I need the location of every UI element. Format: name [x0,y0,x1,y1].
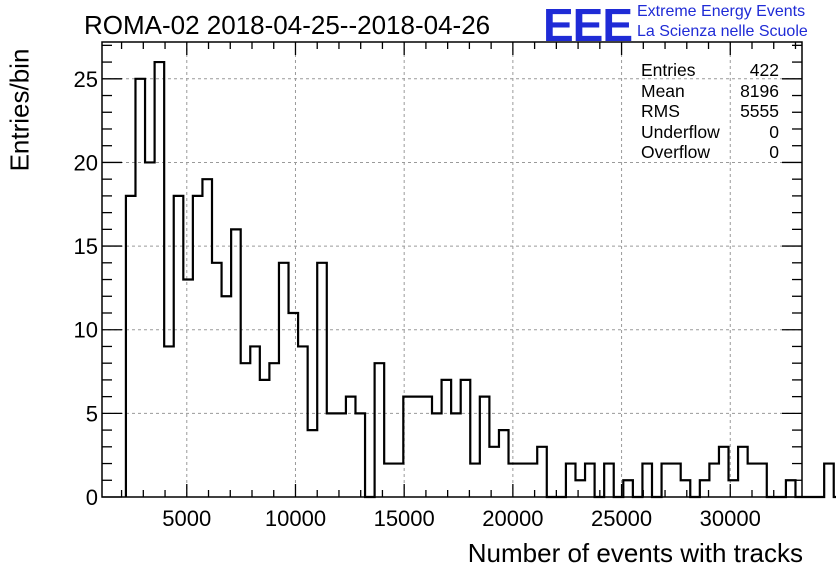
y-tick-label: 10 [74,318,98,343]
stat-rms-label: RMS [641,101,680,122]
y-tick-label: 0 [86,485,98,510]
y-tick-label: 5 [86,401,98,426]
stat-rms-value: 5555 [740,101,779,122]
stat-underflow: Underflow 0 [641,122,779,143]
x-tick-label: 20000 [482,506,543,531]
x-tick-label: 15000 [374,506,435,531]
eee-logo: EEE [543,0,633,51]
x-axis-label: Number of events with tracks [467,538,803,568]
y-axis-label: Entries/bin [4,48,35,172]
stat-underflow-value: 0 [769,121,779,142]
logo-line-2: La Scienza nelle Scuole [637,23,808,40]
stat-overflow: Overflow 0 [641,142,779,163]
stat-entries: Entries 422 [641,60,779,81]
logo-line-1: Extreme Energy Events [637,3,806,20]
x-tick-label: 10000 [265,506,326,531]
stat-mean-label: Mean [641,80,685,101]
stat-rms: RMS 5555 [641,101,779,122]
logo-caption: Extreme Energy Events La Scienza nelle S… [637,2,808,42]
stat-underflow-label: Underflow [641,121,720,142]
chart-title: ROMA-02 2018-04-25--2018-04-26 [84,10,491,40]
x-tick-label: 30000 [700,506,761,531]
stat-overflow-label: Overflow [641,142,711,163]
stat-entries-label: Entries [641,60,696,80]
plot-frame [101,41,803,498]
y-tick-label: 20 [74,150,98,175]
stat-mean: Mean 8196 [641,81,779,102]
stats-box: Entries 422 Mean 8196 RMS 5555 Underflow… [641,60,779,163]
x-tick-label: 5000 [162,506,211,531]
histogram-series-line [124,60,836,499]
stat-overflow-value: 0 [769,142,779,163]
y-tick-label: 15 [74,234,98,259]
x-tick-label: 25000 [591,506,652,531]
y-tick-label: 25 [74,67,98,92]
stat-mean-value: 8196 [740,80,779,101]
stat-entries-value: 422 [749,60,779,80]
